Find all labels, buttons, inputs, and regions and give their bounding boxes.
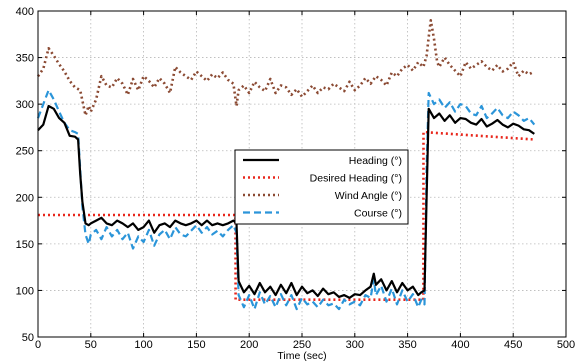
x-tick-label: 400: [451, 339, 469, 351]
x-tick-label: 50: [85, 339, 97, 351]
legend-label: Wind Angle (°): [335, 190, 402, 202]
axis-ticks: [37, 10, 567, 338]
x-tick-label: 200: [240, 339, 258, 351]
y-tick-label: 250: [16, 146, 34, 158]
legend-items: Heading (°) Desired Heading (°) Wind Angle…: [243, 155, 402, 220]
x-tick-label: 0: [35, 339, 41, 351]
legend-label: Desired Heading (°): [310, 173, 402, 185]
tick-labels: 0 50 100 150 200 250 300 350 400 450 5005010015020…: [16, 6, 576, 351]
x-tick-label: 150: [187, 339, 205, 351]
legend-label: Course (°): [354, 208, 402, 220]
x-tick-label: 300: [346, 339, 364, 351]
series-line-heading: [37, 104, 535, 299]
x-tick-label: 250: [293, 339, 311, 351]
legend: Heading (°) Desired Heading (°) Wind Angle…: [234, 149, 409, 225]
x-axis-title: Time (sec): [277, 350, 326, 361]
y-tick-label: 350: [16, 53, 34, 65]
y-tick-label: 300: [16, 99, 34, 111]
legend-label: Heading (°): [349, 155, 402, 167]
legend-box: [234, 149, 409, 225]
y-tick-label: 400: [16, 6, 34, 18]
y-tick-label: 200: [16, 192, 34, 204]
x-tick-label: 100: [134, 339, 152, 351]
x-tick-label: 500: [557, 339, 575, 351]
x-tick-label: 450: [504, 339, 522, 351]
series-line-course: [36, 89, 536, 311]
x-tick-label: 350: [398, 339, 416, 351]
y-tick-label: 150: [16, 239, 34, 251]
y-tick-label: 50: [22, 332, 34, 344]
series-layer: [36, 18, 536, 311]
y-tick-label: 100: [16, 285, 34, 297]
series-line-wind-angle: [36, 18, 535, 117]
